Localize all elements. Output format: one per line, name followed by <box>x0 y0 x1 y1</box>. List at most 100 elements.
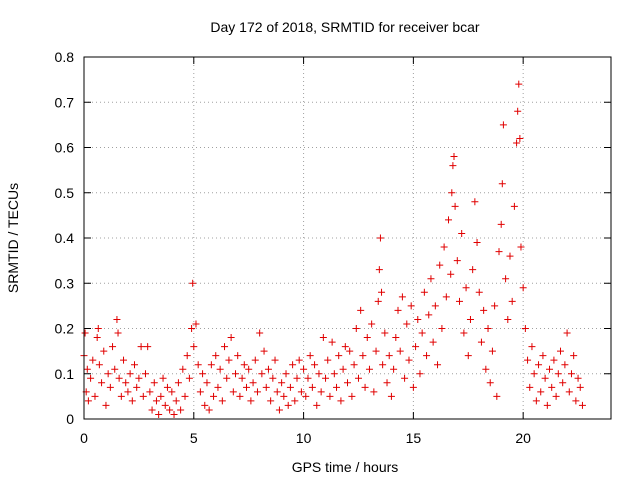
data-point <box>201 401 209 409</box>
data-point <box>117 392 125 400</box>
data-point <box>548 383 556 391</box>
data-point <box>530 370 538 378</box>
data-point <box>436 261 444 269</box>
data-point <box>306 352 314 360</box>
data-point <box>455 297 463 305</box>
data-point <box>576 383 584 391</box>
data-point <box>238 374 246 382</box>
y-tick-label: 0.8 <box>55 49 75 65</box>
data-point <box>122 379 130 387</box>
y-tick-label: 0.3 <box>55 275 75 291</box>
data-point <box>189 279 197 287</box>
data-point <box>506 252 514 260</box>
data-point <box>322 374 330 382</box>
data-point <box>185 374 193 382</box>
data-point <box>378 288 386 296</box>
data-point <box>177 406 185 414</box>
data-point <box>227 334 235 342</box>
data-point <box>328 338 336 346</box>
data-point <box>513 139 521 147</box>
x-tick-label: 20 <box>515 430 531 446</box>
data-point <box>293 374 301 382</box>
data-point <box>504 315 512 323</box>
data-point <box>475 288 483 296</box>
y-tick-label: 0.6 <box>55 140 75 156</box>
data-point <box>403 320 411 328</box>
data-point <box>442 293 450 301</box>
data-point <box>550 356 558 364</box>
data-point <box>271 356 279 364</box>
data-point <box>317 388 325 396</box>
data-point <box>374 297 382 305</box>
data-point <box>324 356 332 364</box>
data-point <box>131 361 139 369</box>
x-tick-label: 10 <box>296 430 312 446</box>
data-point <box>253 388 261 396</box>
data-point <box>383 379 391 387</box>
data-point <box>109 343 117 351</box>
data-point <box>192 320 200 328</box>
data-point <box>348 392 356 400</box>
data-point <box>289 361 297 369</box>
data-point <box>495 248 503 256</box>
data-point <box>284 401 292 409</box>
data-point <box>194 361 202 369</box>
data-point <box>157 392 165 400</box>
data-point <box>539 352 547 360</box>
data-point <box>370 388 378 396</box>
data-point <box>135 374 143 382</box>
data-point <box>379 361 387 369</box>
data-point <box>84 397 92 405</box>
data-point <box>295 356 303 364</box>
data-point <box>418 329 426 337</box>
data-point <box>445 216 453 224</box>
data-point <box>179 365 187 373</box>
data-point <box>188 325 196 332</box>
data-point <box>376 234 384 242</box>
data-point <box>486 379 494 387</box>
data-point <box>282 370 290 378</box>
data-point <box>392 334 400 342</box>
data-point <box>502 275 510 283</box>
data-point <box>183 352 191 360</box>
data-point <box>172 397 180 405</box>
data-point <box>450 153 458 161</box>
data-point <box>407 302 415 310</box>
data-point <box>240 361 248 369</box>
data-point <box>524 356 532 364</box>
data-point <box>368 320 376 328</box>
data-point <box>205 406 213 414</box>
data-point <box>416 370 424 378</box>
data-point <box>300 365 308 373</box>
data-point <box>141 370 149 378</box>
data-point <box>498 180 506 188</box>
data-point <box>559 379 567 387</box>
data-point <box>249 379 257 387</box>
y-tick-label: 0.7 <box>55 94 75 110</box>
data-point <box>291 397 299 405</box>
data-point <box>232 370 240 378</box>
data-point <box>210 392 218 400</box>
data-point <box>128 397 136 405</box>
data-point <box>269 374 277 382</box>
data-point <box>120 356 128 364</box>
data-point <box>387 392 395 400</box>
x-tick-label: 15 <box>406 430 422 446</box>
y-tick-label: 0.4 <box>55 230 75 246</box>
data-point <box>398 293 406 301</box>
grid-lines <box>84 57 611 419</box>
data-point <box>264 365 272 373</box>
data-point <box>535 361 543 369</box>
data-point <box>225 356 233 364</box>
data-point <box>473 239 481 247</box>
data-point <box>275 406 283 414</box>
data-point <box>394 306 402 314</box>
data-point <box>449 162 457 170</box>
data-point <box>146 388 154 396</box>
data-point <box>311 361 319 369</box>
data-point <box>537 388 545 396</box>
data-point <box>484 325 492 332</box>
data-point <box>453 257 461 265</box>
data-point <box>161 401 169 409</box>
